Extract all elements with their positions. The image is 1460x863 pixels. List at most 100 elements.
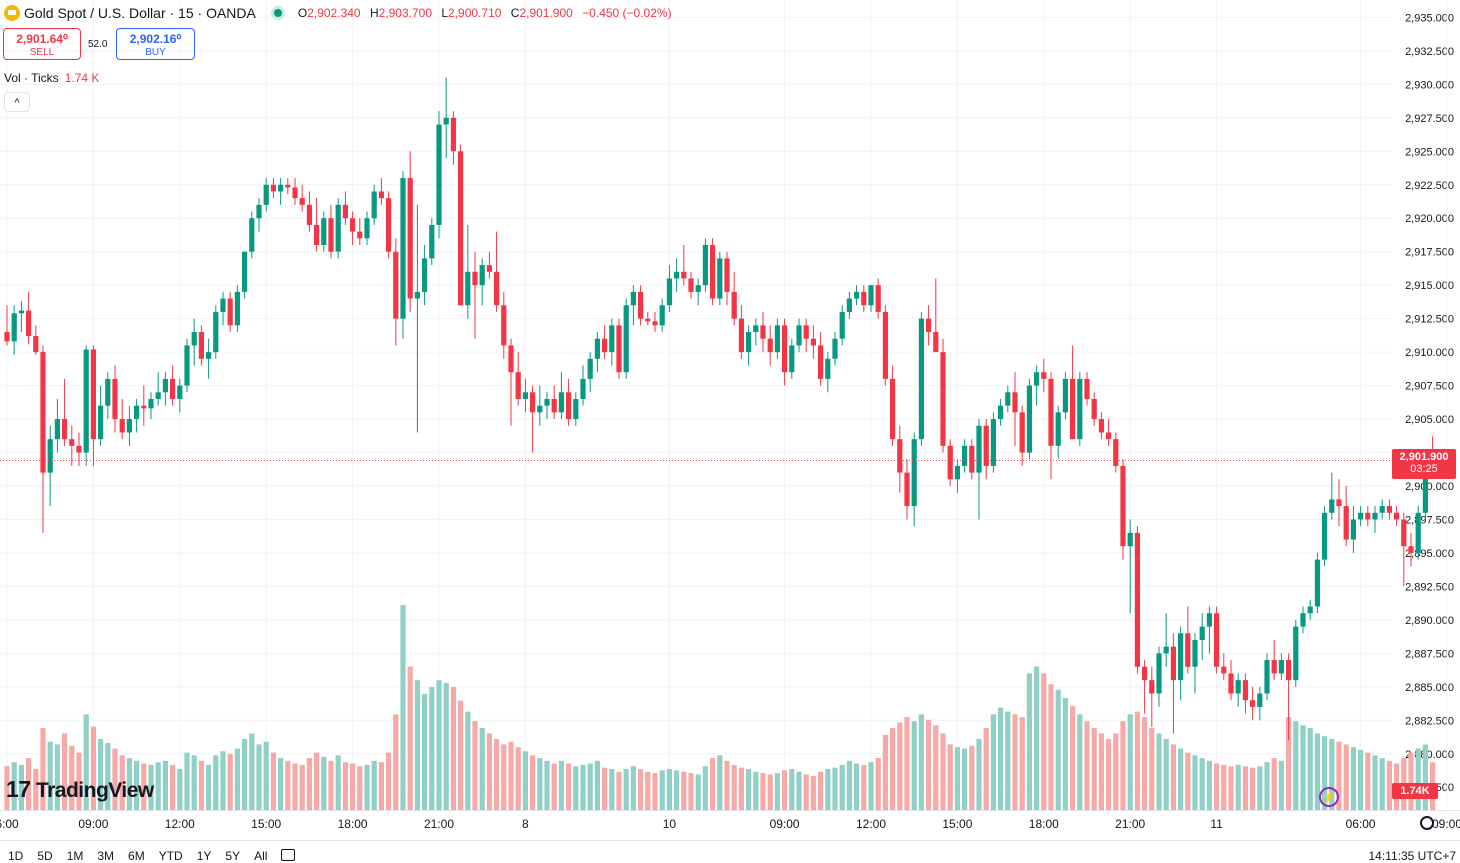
candle-body (688, 278, 694, 292)
candle-body (1422, 459, 1428, 513)
tradingview-logo[interactable]: 17 TradingView (6, 776, 154, 802)
candle-body (659, 305, 665, 326)
candle-body (1070, 378, 1076, 440)
volume-bar (105, 743, 111, 810)
y-tick-label: 2,927.500 (1405, 113, 1454, 125)
volume-bar (62, 733, 68, 810)
sell-button[interactable]: 2,901.64⁰ SELL (3, 28, 81, 60)
candle-body (926, 318, 932, 333)
volume-bar (40, 728, 46, 810)
volume-bar (1422, 744, 1428, 810)
high-value: 2,903.700 (378, 6, 432, 20)
volume-bar (1214, 763, 1220, 810)
volume-bar (652, 773, 658, 810)
volume-bar (465, 711, 471, 810)
timeframe-ytd[interactable]: YTD (158, 849, 183, 863)
timeframe-1m[interactable]: 1M (66, 849, 84, 863)
candle-body (1106, 432, 1112, 440)
volume-bar (566, 763, 572, 810)
volume-bar (1012, 714, 1018, 810)
volume-bar (76, 752, 82, 810)
volume-bar (911, 721, 917, 810)
candle-body (1185, 633, 1191, 667)
volume-bar (314, 752, 320, 810)
candle-body (674, 271, 680, 279)
volume-bar (386, 752, 392, 810)
volume-bar (1034, 666, 1040, 810)
clock-timezone[interactable]: 14:11:35 UTC+7 (1368, 849, 1457, 863)
candle-body (1041, 372, 1047, 379)
timeframe-5d[interactable]: 5D (37, 849, 53, 863)
candle-body (1149, 680, 1155, 694)
timeframe-5y[interactable]: 5Y (225, 849, 241, 863)
candle-body (278, 184, 284, 192)
volume-bar (1149, 728, 1155, 810)
volume-bar (342, 762, 348, 810)
candle-body (1084, 378, 1090, 399)
y-tick-label: 2,907.500 (1405, 381, 1454, 393)
candle-body (702, 245, 708, 286)
candle-body (1358, 512, 1364, 520)
volume-bar (1336, 741, 1342, 810)
gold-symbol-icon (4, 5, 20, 21)
candle-body (746, 332, 752, 353)
candle-body (940, 352, 946, 446)
candle-body (436, 124, 442, 225)
volume-bar (1026, 673, 1032, 810)
candle-body (450, 117, 456, 152)
volume-bar (220, 751, 226, 810)
volume-bar (1098, 733, 1104, 810)
candle-body (501, 305, 507, 346)
timeframe-6m[interactable]: 6M (128, 849, 145, 863)
lightning-icon[interactable]: ⚡ (1319, 787, 1339, 807)
volume-bar (134, 760, 140, 810)
volume-bar (1192, 755, 1198, 810)
candle-body (1026, 385, 1032, 453)
candle-body (630, 291, 636, 306)
volume-bar (1113, 733, 1119, 810)
volume-bar (1235, 764, 1241, 810)
collapse-legend-button[interactable]: ^ (4, 92, 30, 112)
timeframe-1y[interactable]: 1Y (196, 849, 212, 863)
volume-bar (544, 760, 550, 810)
settings-gear-icon[interactable] (1420, 816, 1434, 830)
volume-bar (1156, 733, 1162, 810)
volume-legend[interactable]: Vol · Ticks 1.74 K (4, 71, 99, 85)
volume-bar (98, 738, 104, 810)
volume-bar (1350, 747, 1356, 810)
x-tick-label: 6:00 (0, 817, 19, 831)
calendar-icon[interactable] (281, 849, 296, 861)
volume-bar (112, 748, 118, 810)
volume-bar (422, 693, 428, 810)
candle-body (378, 191, 384, 199)
candle-body (83, 349, 89, 453)
candle-body (645, 318, 651, 322)
timeframe-3m[interactable]: 3M (97, 849, 115, 863)
x-tick-label: 10 (663, 817, 677, 831)
candle-body (638, 291, 644, 319)
candle-body (350, 218, 356, 232)
candle-body (119, 419, 125, 433)
price-change: −0.450 (−0.02%) (582, 6, 672, 20)
x-tick-label: 18:00 (338, 817, 368, 831)
candle-body (177, 385, 183, 399)
candle-body (782, 325, 788, 373)
volume-bar (782, 770, 788, 810)
y-tick-label: 2,920.000 (1405, 213, 1454, 225)
timeframe-all[interactable]: All (254, 849, 268, 863)
timeframe-1d[interactable]: 1D (8, 849, 24, 863)
candle-body (414, 291, 420, 299)
candle-body (1019, 412, 1025, 453)
volume-bar (278, 758, 284, 810)
x-tick-label: 8 (522, 817, 529, 831)
symbol-title[interactable]: Gold Spot / U.S. Dollar · 15 · OANDA (24, 5, 256, 21)
volume-bar (119, 755, 125, 810)
volume-bar (191, 755, 197, 810)
candle-body (753, 325, 759, 333)
volume-bar (630, 766, 636, 810)
volume-bar (1120, 721, 1126, 810)
buy-button[interactable]: 2,902.16⁰ BUY (116, 28, 195, 60)
candle-body (148, 398, 154, 409)
volume-bar (717, 755, 723, 810)
